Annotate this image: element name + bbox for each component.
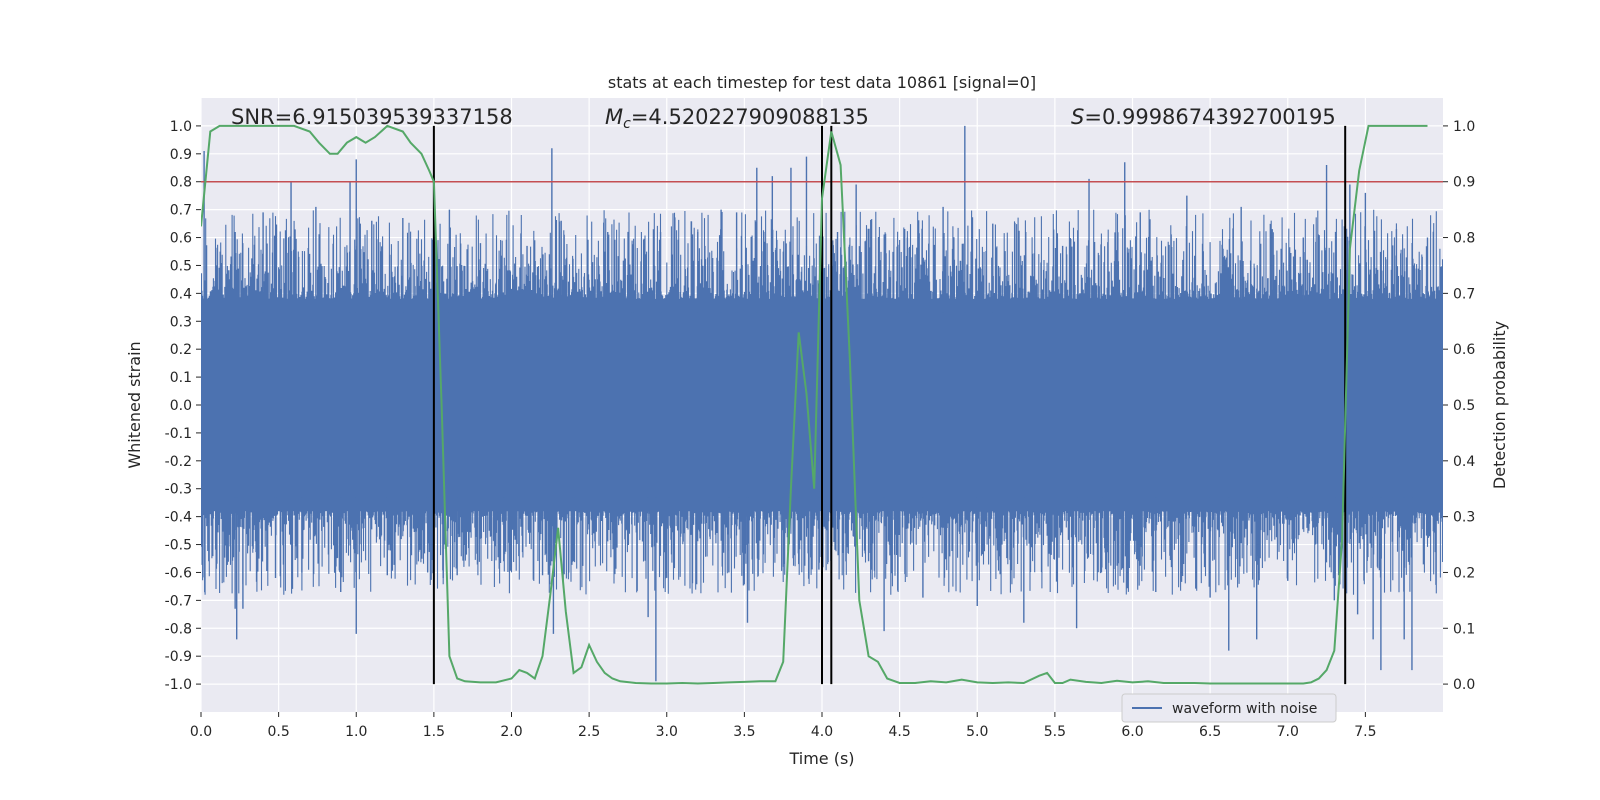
y-tick-label: 0.1 xyxy=(170,370,192,386)
y-tick-label: -0.6 xyxy=(165,565,192,581)
y-tick-label: 0.0 xyxy=(170,398,192,414)
y-tick-label: 0.3 xyxy=(170,314,192,330)
legend-box xyxy=(1121,693,1337,723)
x-tick-label: 0.5 xyxy=(267,724,289,740)
y-tick-label: 0.4 xyxy=(170,286,192,302)
x-tick-label: 1.5 xyxy=(423,724,445,740)
y-right-tick-label: 0.9 xyxy=(1453,175,1475,191)
y-right-tick-label: 0.0 xyxy=(1453,677,1475,693)
y-tick-label: -0.8 xyxy=(165,621,192,637)
y-right-tick-label: 0.3 xyxy=(1453,510,1475,526)
y-right-tick-label: 0.1 xyxy=(1453,621,1475,637)
x-tick-label: 5.0 xyxy=(966,724,988,740)
y-axis-label: Whitened strain xyxy=(125,341,144,468)
y-axis-ticks: 1.0 0.9 0.8 0.7 0.6 0.5 0.4 0.3 0.2 0.1 0.0 -0.1 -0.… xyxy=(165,119,201,693)
y-tick-label: -0.5 xyxy=(165,538,192,554)
x-tick-label: 4.5 xyxy=(888,724,910,740)
x-tick-label: 2.5 xyxy=(578,724,600,740)
y-tick-label: -0.4 xyxy=(165,510,192,526)
x-axis-ticks: 0.0 0.5 1.0 1.5 2.0 2.5 3.0 3.5 4.0 4.5 5.0 5.5 6.0 6… xyxy=(190,712,1377,740)
chart-title: stats at each timestep for test data 108… xyxy=(608,73,1036,92)
y-tick-label: -0.1 xyxy=(165,426,192,442)
s-symbol: S xyxy=(1071,105,1084,129)
x-tick-label: 4.0 xyxy=(811,724,833,740)
y-right-tick-label: 0.6 xyxy=(1453,342,1475,358)
snr-annotation: SNR=6.915039539337158 xyxy=(231,105,513,129)
y-tick-label: 0.2 xyxy=(170,342,192,358)
x-tick-label: 6.0 xyxy=(1121,724,1143,740)
s-value: =0.9998674392700195 xyxy=(1084,105,1335,129)
y-tick-label: -0.7 xyxy=(165,593,192,609)
mc-subscript: c xyxy=(623,116,631,132)
detection-probability-series xyxy=(201,124,1428,685)
x-tick-label: 1.0 xyxy=(345,724,367,740)
y-right-tick-label: 0.7 xyxy=(1453,286,1475,302)
x-tick-label: 5.5 xyxy=(1044,724,1066,740)
y-right-tick-label: 0.4 xyxy=(1453,454,1475,470)
y-tick-label: 0.6 xyxy=(170,231,192,247)
x-tick-label: 3.0 xyxy=(656,724,678,740)
legend-entry-waveform: waveform with noise xyxy=(1172,701,1317,717)
x-tick-label: 6.5 xyxy=(1199,724,1221,740)
y-tick-label: 0.8 xyxy=(170,175,192,191)
y-tick-label: -1.0 xyxy=(165,677,192,693)
y-tick-label: -0.2 xyxy=(165,454,192,470)
y-tick-label: 0.5 xyxy=(170,258,192,274)
x-tick-label: 0.0 xyxy=(190,724,212,740)
y-tick-label: -0.9 xyxy=(165,649,192,665)
y-right-tick-label: 1.0 xyxy=(1453,119,1475,135)
y-right-axis-label: Detection probability xyxy=(1490,321,1509,489)
y-tick-label: -0.3 xyxy=(165,482,192,498)
x-tick-label: 2.0 xyxy=(500,724,522,740)
y-tick-label: 0.7 xyxy=(170,203,192,219)
chirp-mass-annotation: Mc=4.520227909088135 xyxy=(605,105,869,132)
mc-symbol: M xyxy=(605,105,623,129)
y-right-tick-label: 0.2 xyxy=(1453,565,1475,581)
x-tick-label: 7.0 xyxy=(1277,724,1299,740)
legend: waveform with noise xyxy=(1121,693,1337,723)
y-tick-label: 0.9 xyxy=(170,147,192,163)
x-tick-label: 3.5 xyxy=(733,724,755,740)
x-tick-label: 7.5 xyxy=(1354,724,1376,740)
mc-value: =4.520227909088135 xyxy=(631,105,869,129)
y-right-axis-ticks: 1.0 0.9 0.8 0.7 0.6 0.5 0.4 0.3 0.2 0.1 0.0 xyxy=(1443,119,1475,693)
significance-annotation: S=0.9998674392700195 xyxy=(1071,105,1336,129)
y-right-tick-label: 0.8 xyxy=(1453,231,1475,247)
y-right-tick-label: 0.5 xyxy=(1453,398,1475,414)
y-tick-label: 1.0 xyxy=(170,119,192,135)
x-axis-label: Time (s) xyxy=(788,749,854,768)
